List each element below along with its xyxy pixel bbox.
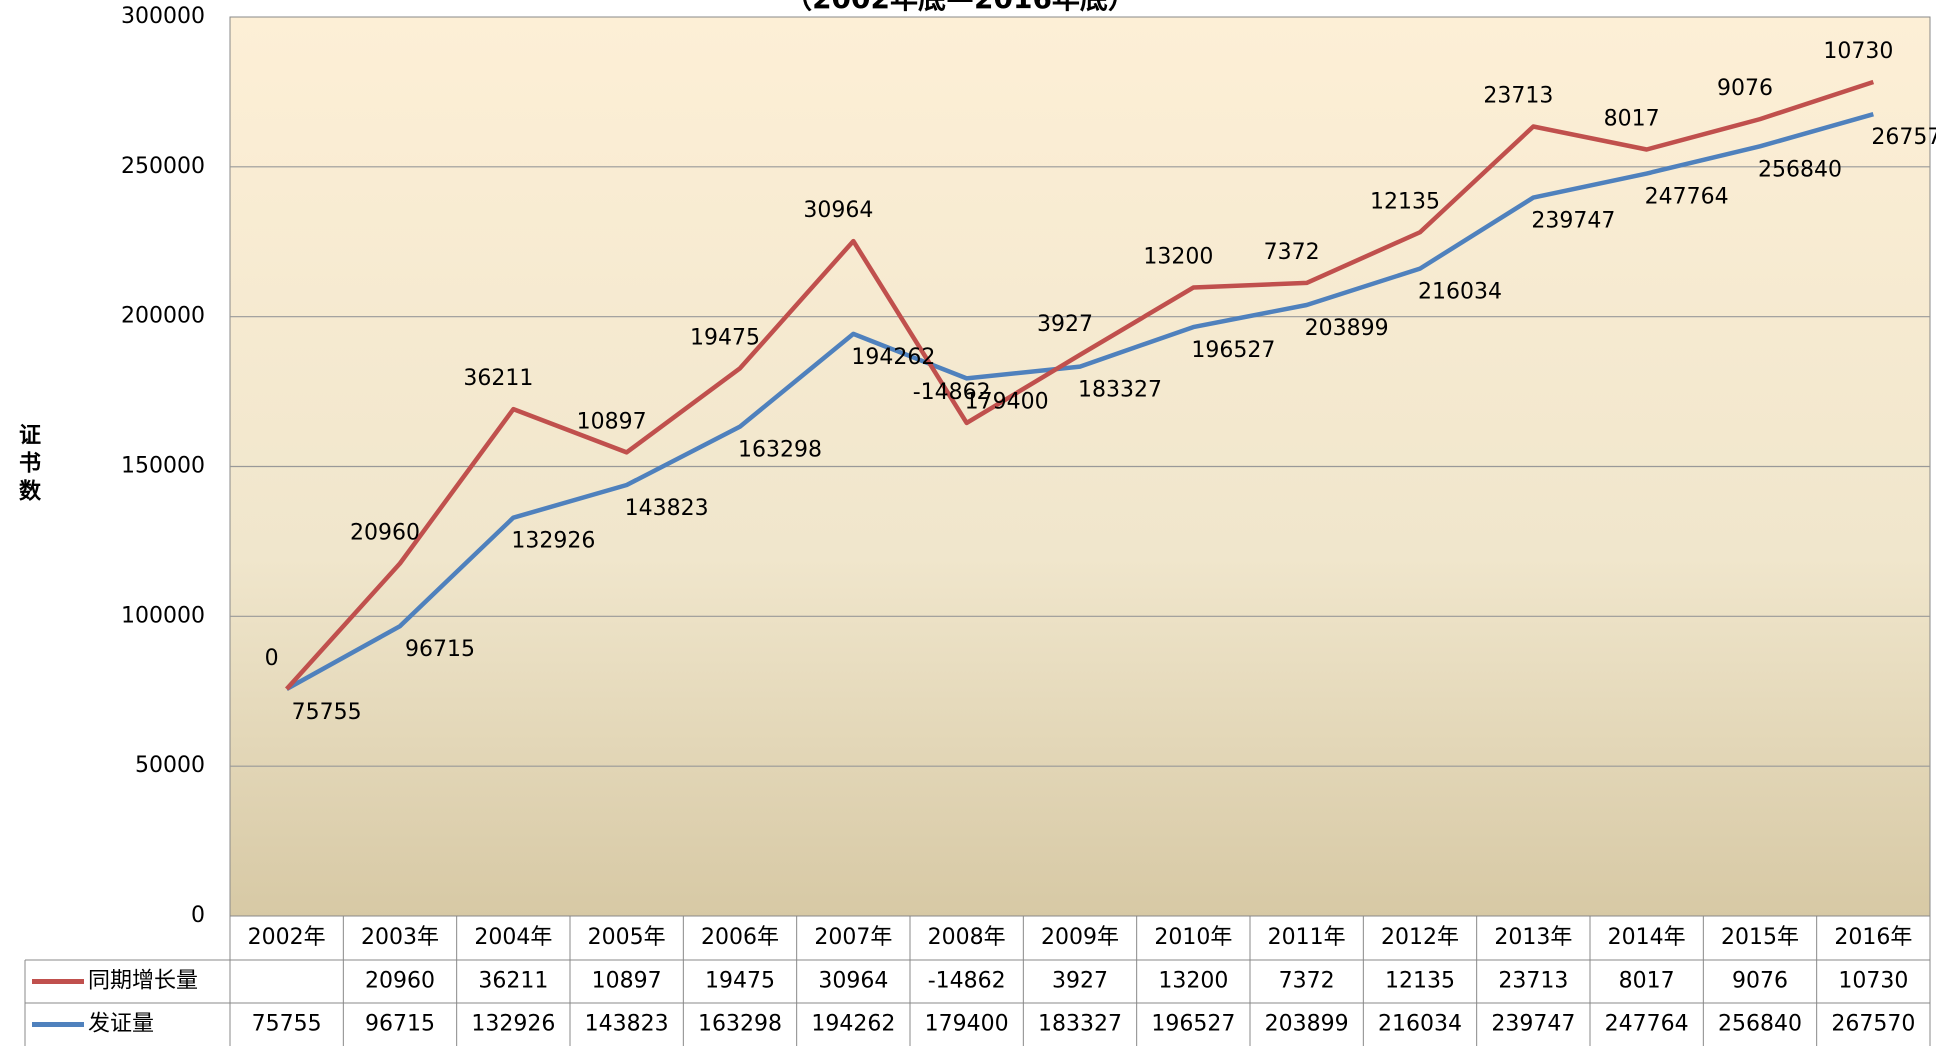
chart-title: （2002年底—2016年底） <box>784 0 1136 15</box>
data-label: 8017 <box>1604 107 1660 132</box>
x-tick-label: 2006年 <box>701 925 779 950</box>
table-cell: 10897 <box>592 969 662 994</box>
table-cell: 9076 <box>1732 969 1788 994</box>
table-cell: 256840 <box>1718 1012 1802 1037</box>
table-cell: 96715 <box>365 1012 435 1037</box>
y-tick-label: 250000 <box>121 154 205 179</box>
data-label: 0 <box>265 646 279 671</box>
data-label: 20960 <box>350 520 420 545</box>
table-cell: 143823 <box>585 1012 669 1037</box>
data-label: 23713 <box>1483 83 1553 108</box>
table-cell: 132926 <box>471 1012 555 1037</box>
table-cell: 179400 <box>925 1012 1009 1037</box>
table-cell: 12135 <box>1385 969 1455 994</box>
x-tick-label: 2015年 <box>1721 925 1799 950</box>
table-cell: 36211 <box>478 969 548 994</box>
y-tick-label: 300000 <box>121 4 205 29</box>
table-cell: 267570 <box>1831 1012 1915 1037</box>
legend-label: 同期增长量 <box>88 969 198 994</box>
data-label: 10730 <box>1823 39 1893 64</box>
x-tick-label: 2004年 <box>474 925 552 950</box>
table-cell: 194262 <box>811 1012 895 1037</box>
table-cell: 163298 <box>698 1012 782 1037</box>
series-line <box>284 79 1875 691</box>
y-axis-label: 证书数 <box>15 423 41 507</box>
x-tick-label: 2010年 <box>1154 925 1232 950</box>
table-cell: 13200 <box>1158 969 1228 994</box>
data-label: 247764 <box>1645 185 1729 210</box>
data-label: 194262 <box>851 345 935 370</box>
data-label: 179400 <box>965 389 1049 414</box>
data-label: 267570 <box>1871 125 1936 150</box>
table-cell: 239747 <box>1491 1012 1575 1037</box>
data-label: 96715 <box>405 637 475 662</box>
data-label: 196527 <box>1191 338 1275 363</box>
table-cell: 23713 <box>1498 969 1568 994</box>
data-label: 75755 <box>292 700 362 725</box>
x-tick-label: 2014年 <box>1608 925 1686 950</box>
table-cell: 3927 <box>1052 969 1108 994</box>
data-label: 183327 <box>1078 378 1162 403</box>
table-cell: 196527 <box>1151 1012 1235 1037</box>
table-cell: 8017 <box>1619 969 1675 994</box>
table-cell: 247764 <box>1605 1012 1689 1037</box>
data-label: 239747 <box>1531 209 1615 234</box>
legend-label: 发证量 <box>88 1012 154 1037</box>
y-tick-label: 50000 <box>135 753 205 778</box>
data-label: 203899 <box>1305 316 1389 341</box>
data-label: 30964 <box>803 198 873 223</box>
series-line <box>285 112 1874 691</box>
data-label: 10897 <box>577 409 647 434</box>
table-cell: 10730 <box>1838 969 1908 994</box>
table-cell: 216034 <box>1378 1012 1462 1037</box>
table-cell: -14862 <box>928 969 1006 994</box>
table-cell: 19475 <box>705 969 775 994</box>
data-label: 7372 <box>1264 240 1320 265</box>
data-label: 216034 <box>1418 280 1502 305</box>
y-tick-label: 100000 <box>121 603 205 628</box>
x-tick-label: 2011年 <box>1268 925 1346 950</box>
table-cell: 20960 <box>365 969 435 994</box>
y-tick-label: 150000 <box>121 454 205 479</box>
data-label: -14862 <box>913 380 991 405</box>
x-tick-label: 2005年 <box>588 925 666 950</box>
x-tick-label: 2009年 <box>1041 925 1119 950</box>
x-tick-label: 2002年 <box>248 925 326 950</box>
table-cell: 183327 <box>1038 1012 1122 1037</box>
table-cell: 7372 <box>1279 969 1335 994</box>
data-label: 13200 <box>1143 245 1213 270</box>
table-cell: 203899 <box>1265 1012 1349 1037</box>
table-cell: 30964 <box>818 969 888 994</box>
x-tick-label: 2003年 <box>361 925 439 950</box>
data-label: 143823 <box>625 496 709 521</box>
data-label: 9076 <box>1717 76 1773 101</box>
data-label: 12135 <box>1370 189 1440 214</box>
data-label: 36211 <box>463 366 533 391</box>
data-label: 19475 <box>690 325 760 350</box>
x-tick-label: 2016年 <box>1834 925 1912 950</box>
data-label: 132926 <box>511 529 595 554</box>
data-label: 163298 <box>738 438 822 463</box>
data-label: 3927 <box>1037 312 1093 337</box>
x-tick-label: 2012年 <box>1381 925 1459 950</box>
x-tick-label: 2007年 <box>814 925 892 950</box>
y-tick-label: 200000 <box>121 304 205 329</box>
x-tick-label: 2008年 <box>928 925 1006 950</box>
table-cell: 75755 <box>252 1012 322 1037</box>
y-tick-label: 0 <box>191 903 205 928</box>
data-label: 256840 <box>1758 157 1842 182</box>
x-tick-label: 2013年 <box>1494 925 1572 950</box>
